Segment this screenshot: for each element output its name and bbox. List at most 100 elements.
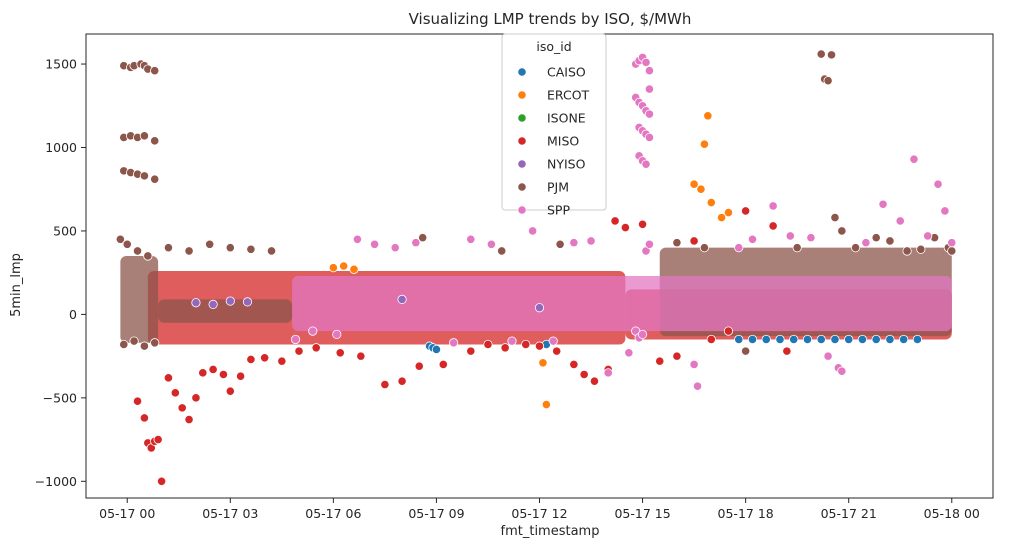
density-band-pjm-3 bbox=[158, 299, 293, 323]
point-nyiso bbox=[397, 294, 407, 304]
point-spp bbox=[933, 179, 943, 189]
legend-label-spp: SPP bbox=[547, 203, 570, 218]
x-tick-label: 05-17 03 bbox=[202, 506, 258, 521]
point-miso bbox=[163, 373, 174, 383]
point-nyiso bbox=[242, 297, 253, 307]
point-miso bbox=[637, 219, 648, 229]
point-caiso bbox=[830, 334, 840, 345]
point-miso bbox=[672, 351, 682, 361]
point-pjm bbox=[150, 66, 160, 76]
y-axis-title: 5min_lmp bbox=[9, 253, 24, 317]
point-pjm bbox=[823, 76, 833, 86]
point-spp bbox=[644, 239, 655, 249]
point-pjm bbox=[826, 50, 837, 60]
point-miso bbox=[655, 356, 665, 366]
legend-label-isone: ISONE bbox=[547, 111, 586, 126]
point-spp bbox=[806, 233, 816, 243]
point-spp bbox=[569, 238, 579, 248]
point-pjm bbox=[837, 226, 847, 236]
x-tick-label: 05-17 09 bbox=[408, 506, 464, 521]
point-miso bbox=[156, 476, 167, 486]
point-pjm bbox=[916, 244, 926, 254]
point-spp bbox=[486, 239, 497, 249]
point-spp bbox=[603, 368, 613, 378]
point-miso bbox=[311, 343, 321, 353]
legend-frame bbox=[501, 33, 607, 211]
legend-marker-nyiso bbox=[517, 159, 527, 169]
point-pjm bbox=[947, 246, 957, 256]
point-spp bbox=[528, 226, 538, 236]
point-ercot bbox=[339, 261, 349, 271]
point-spp bbox=[466, 234, 476, 244]
point-pjm bbox=[205, 239, 215, 249]
legend-marker-caiso bbox=[517, 67, 527, 77]
point-caiso bbox=[761, 334, 771, 345]
point-caiso bbox=[844, 334, 854, 345]
y-tick-label: 500 bbox=[53, 223, 77, 238]
point-spp bbox=[768, 201, 778, 211]
point-spp bbox=[785, 231, 795, 241]
point-nyiso bbox=[225, 296, 235, 306]
x-tick-label: 05-17 06 bbox=[305, 506, 361, 521]
point-miso bbox=[260, 353, 270, 363]
point-pjm bbox=[741, 346, 751, 356]
data-points bbox=[115, 49, 957, 486]
point-spp bbox=[689, 359, 699, 370]
point-spp bbox=[644, 132, 655, 143]
point-pjm bbox=[850, 243, 861, 253]
point-pjm bbox=[266, 246, 277, 256]
y-tick-label: 0 bbox=[69, 307, 77, 322]
point-spp bbox=[940, 206, 950, 216]
legend-marker-miso bbox=[517, 136, 527, 146]
point-miso bbox=[208, 364, 218, 375]
point-miso bbox=[191, 393, 201, 403]
point-pjm bbox=[246, 244, 256, 254]
point-spp bbox=[878, 199, 888, 209]
point-miso bbox=[294, 346, 304, 356]
point-miso bbox=[782, 346, 792, 356]
point-miso bbox=[335, 348, 345, 358]
y-tick-label: 1000 bbox=[45, 140, 77, 155]
point-pjm bbox=[555, 239, 565, 249]
point-miso bbox=[483, 339, 493, 350]
point-caiso bbox=[802, 334, 813, 345]
x-axis-title: fmt_timestamp bbox=[501, 524, 600, 539]
point-pjm bbox=[816, 49, 826, 59]
density-bands bbox=[120, 247, 952, 345]
x-tick-label: 05-17 12 bbox=[511, 506, 567, 521]
point-miso bbox=[579, 369, 589, 380]
point-miso bbox=[706, 334, 716, 345]
point-spp bbox=[644, 109, 655, 119]
point-miso bbox=[552, 346, 562, 356]
point-miso bbox=[741, 206, 751, 216]
point-spp bbox=[923, 231, 933, 241]
point-spp bbox=[641, 159, 651, 169]
x-tick-label: 05-17 15 bbox=[614, 506, 670, 521]
y-tick-label: −1000 bbox=[35, 474, 77, 489]
point-spp bbox=[290, 334, 301, 345]
y-tick-label: −500 bbox=[43, 390, 77, 405]
point-pjm bbox=[902, 246, 912, 256]
legend-marker-spp bbox=[517, 205, 527, 215]
point-ercot bbox=[699, 139, 710, 149]
point-miso bbox=[521, 339, 531, 350]
point-pjm bbox=[885, 236, 895, 246]
point-caiso bbox=[747, 334, 758, 345]
point-pjm bbox=[132, 246, 143, 256]
x-tick-label: 05-18 00 bbox=[924, 506, 980, 521]
point-miso bbox=[438, 359, 448, 370]
point-ercot bbox=[689, 179, 699, 189]
point-miso bbox=[466, 346, 476, 356]
point-pjm bbox=[225, 243, 235, 253]
point-miso bbox=[356, 351, 366, 361]
point-spp bbox=[895, 216, 905, 226]
point-ercot bbox=[703, 111, 713, 121]
density-band-pjm-2 bbox=[120, 255, 159, 343]
point-pjm bbox=[792, 243, 802, 253]
legend-label-ercot: ERCOT bbox=[547, 88, 590, 103]
point-spp bbox=[411, 238, 421, 248]
point-pjm bbox=[139, 341, 150, 351]
point-pjm bbox=[699, 243, 710, 253]
point-spp bbox=[909, 154, 919, 164]
point-miso bbox=[620, 223, 630, 233]
